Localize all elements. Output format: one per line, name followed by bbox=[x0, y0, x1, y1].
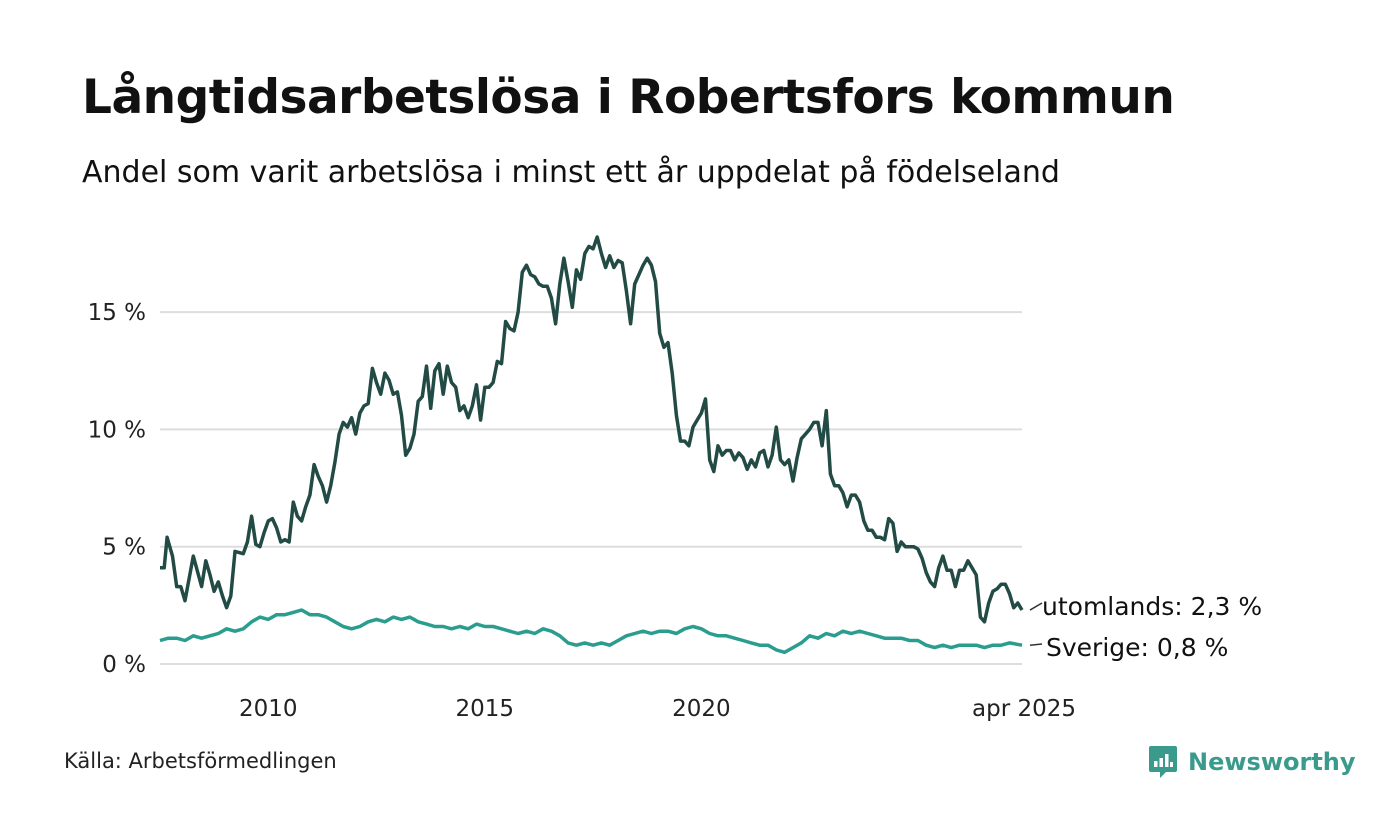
chart-title: Långtidsarbetslösa i Robertsfors kommun bbox=[82, 70, 1175, 125]
y-axis: 0 % 5 % 10 % 15 % bbox=[88, 300, 146, 678]
x-tick-label: 2010 bbox=[239, 696, 298, 722]
grid-lines bbox=[160, 311, 1022, 665]
label-leader-line bbox=[1029, 602, 1043, 611]
series-line-utomlands bbox=[160, 235, 1024, 624]
series-labels: utomlands: 2,3 % Sverige: 0,8 % bbox=[1029, 592, 1262, 662]
brand-name: Newsworthy bbox=[1188, 748, 1356, 776]
source-note: Källa: Arbetsförmedlingen bbox=[64, 749, 337, 773]
y-tick-label: 0 % bbox=[102, 652, 146, 678]
brand-logo[interactable]: Newsworthy bbox=[1148, 744, 1356, 780]
series-end-label: utomlands: 2,3 % bbox=[1042, 592, 1262, 621]
x-tick-label: apr 2025 bbox=[972, 696, 1076, 722]
series-lines bbox=[159, 235, 1024, 655]
series-end-label: Sverige: 0,8 % bbox=[1046, 633, 1228, 662]
y-tick-label: 10 % bbox=[88, 417, 146, 443]
x-axis: 2010 2015 2020 apr 2025 bbox=[239, 696, 1076, 722]
x-tick-label: 2015 bbox=[456, 696, 515, 722]
line-chart: 0 % 5 % 10 % 15 % 2010 2015 2020 apr 2025 utom… bbox=[88, 235, 1262, 722]
x-tick-label: 2020 bbox=[672, 696, 731, 722]
y-tick-label: 15 % bbox=[88, 300, 146, 326]
newsworthy-logo-icon bbox=[1149, 746, 1177, 778]
label-leader-line bbox=[1029, 643, 1043, 646]
series-line-sverige bbox=[159, 608, 1023, 655]
y-tick-label: 5 % bbox=[102, 535, 146, 561]
chart-subtitle: Andel som varit arbetslösa i minst ett å… bbox=[82, 155, 1060, 190]
